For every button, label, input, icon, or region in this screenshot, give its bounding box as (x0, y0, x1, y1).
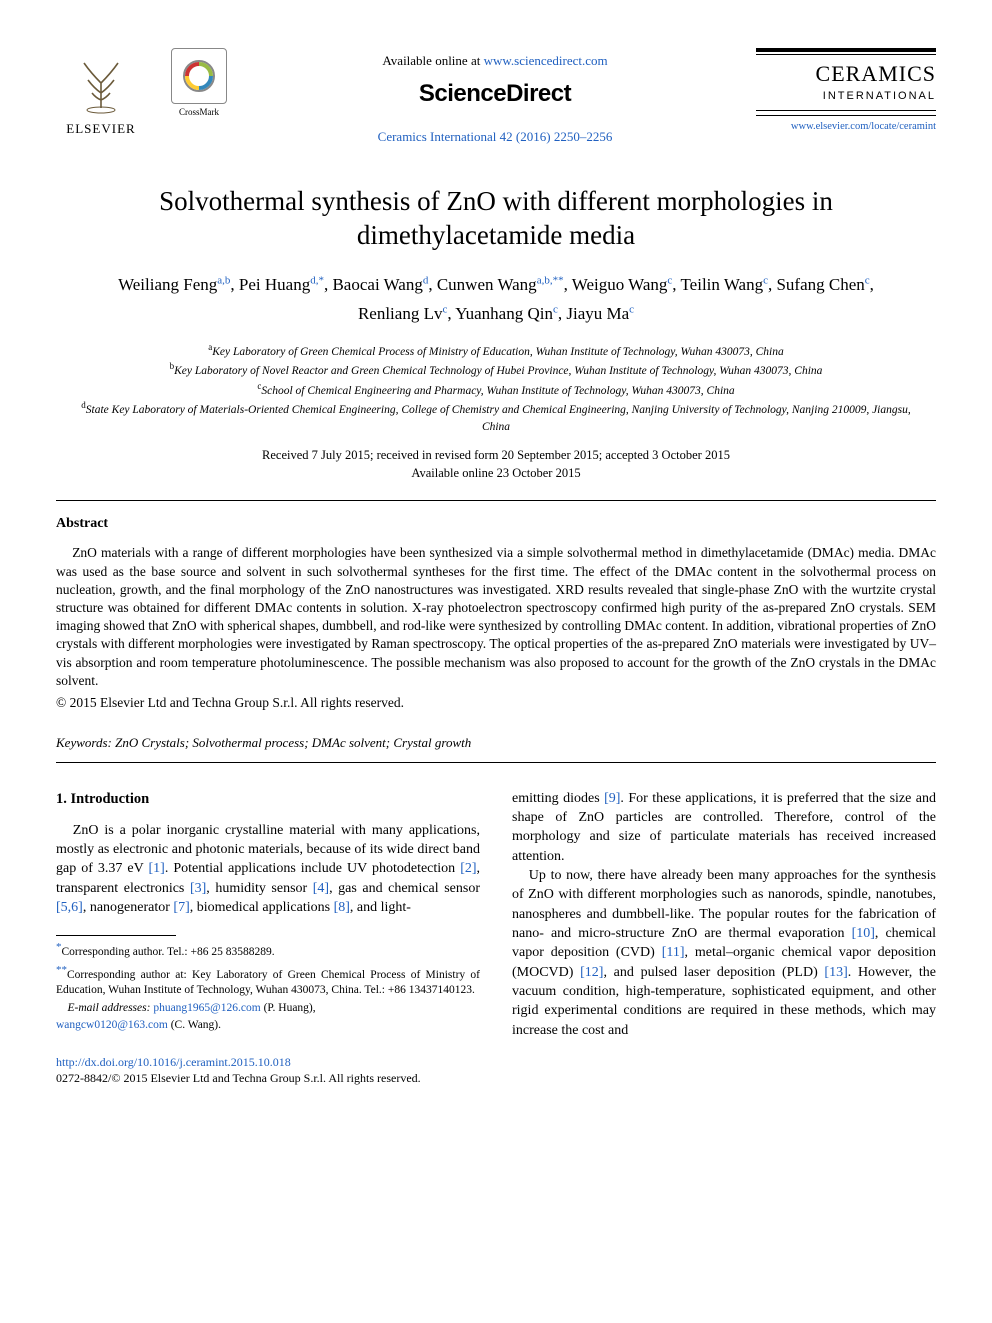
journal-block: CERAMICS INTERNATIONAL www.elsevier.com/… (756, 48, 936, 134)
right-column: emitting diodes [9]. For these applicati… (512, 789, 936, 1087)
intro-para-right-1: emitting diodes [9]. For these applicati… (512, 789, 936, 866)
rule-below-keywords (56, 762, 936, 763)
available-prefix: Available online at (382, 53, 483, 68)
journal-subtitle: INTERNATIONAL (756, 89, 936, 104)
article-title: Solvothermal synthesis of ZnO with diffe… (136, 185, 856, 253)
keywords-text: ZnO Crystals; Solvothermal process; DMAc… (112, 735, 471, 750)
sciencedirect-logo: ScienceDirect (258, 78, 732, 110)
ref-link[interactable]: [1] (149, 861, 165, 876)
ref-link[interactable]: [12] (580, 965, 603, 980)
intro-para-right-2: Up to now, there have already been many … (512, 866, 936, 1040)
body-columns: 1. Introduction ZnO is a polar inorganic… (56, 789, 936, 1087)
corr2-text: Corresponding author at: Key Laboratory … (56, 969, 480, 997)
ref-link[interactable]: [8] (334, 900, 350, 915)
elsevier-logo-block: ELSEVIER (56, 48, 146, 138)
journal-name: CERAMICS (756, 59, 936, 89)
email-line-1: E-mail addresses: phuang1965@126.com (P.… (56, 1001, 480, 1017)
corresponding-author-2: **Corresponding author at: Key Laborator… (56, 963, 480, 999)
email-2-who: (C. Wang). (168, 1019, 221, 1031)
corr1-text: Corresponding author. Tel.: +86 25 83588… (62, 946, 275, 958)
intro-para-left: ZnO is a polar inorganic crystalline mat… (56, 821, 480, 918)
keywords-line: Keywords: ZnO Crystals; Solvothermal pro… (56, 734, 936, 752)
crossmark-block[interactable]: CrossMark (164, 48, 234, 118)
article-dates: Received 7 July 2015; received in revise… (56, 447, 936, 482)
elsevier-label: ELSEVIER (66, 120, 135, 138)
doi-block: http://dx.doi.org/10.1016/j.ceramint.201… (56, 1054, 480, 1087)
header-center: Available online at www.sciencedirect.co… (258, 48, 732, 145)
crossmark-icon[interactable] (171, 48, 227, 104)
email-2-link[interactable]: wangcw0120@163.com (56, 1019, 168, 1031)
ref-link[interactable]: [9] (604, 791, 620, 806)
corresponding-author-1: *Corresponding author. Tel.: +86 25 8358… (56, 940, 480, 960)
abstract-copyright: © 2015 Elsevier Ltd and Techna Group S.r… (56, 694, 936, 712)
ref-link[interactable]: [4] (313, 881, 329, 896)
ref-link[interactable]: [3] (190, 881, 206, 896)
ref-link[interactable]: [2] (460, 861, 476, 876)
ref-link[interactable]: [7] (173, 900, 189, 915)
ref-link[interactable]: [5,6] (56, 900, 83, 915)
abstract-body: ZnO materials with a range of different … (56, 544, 936, 712)
abstract-text: ZnO materials with a range of different … (56, 544, 936, 690)
email-1-who: (P. Huang), (261, 1002, 316, 1014)
rule-above-abstract (56, 500, 936, 501)
footnote-rule (56, 935, 176, 936)
keywords-label: Keywords: (56, 735, 112, 750)
ref-link[interactable]: [13] (824, 965, 847, 980)
bottom-copyright: 0272-8842/© 2015 Elsevier Ltd and Techna… (56, 1070, 480, 1087)
email-label: E-mail addresses: (68, 1002, 154, 1014)
header-band: ELSEVIER CrossMark Available online at w… (56, 48, 936, 145)
email-line-2: wangcw0120@163.com (C. Wang). (56, 1018, 480, 1034)
sciencedirect-url[interactable]: www.sciencedirect.com (484, 53, 608, 68)
dates-line-1: Received 7 July 2015; received in revise… (56, 447, 936, 465)
elsevier-tree-icon (66, 48, 136, 118)
left-column: 1. Introduction ZnO is a polar inorganic… (56, 789, 480, 1087)
email-1-link[interactable]: phuang1965@126.com (153, 1002, 260, 1014)
footnotes-block: *Corresponding author. Tel.: +86 25 8358… (56, 940, 480, 1033)
available-online-line: Available online at www.sciencedirect.co… (258, 52, 732, 70)
section-1-heading: 1. Introduction (56, 789, 480, 809)
crossmark-label: CrossMark (179, 106, 219, 118)
authors-line: Weiliang Fenga,b, Pei Huangd,*, Baocai W… (96, 271, 896, 329)
ref-link[interactable]: [11] (662, 945, 685, 960)
citation-line: Ceramics International 42 (2016) 2250–22… (258, 128, 732, 146)
journal-homepage-link[interactable]: www.elsevier.com/locate/ceramint (791, 121, 936, 132)
dates-line-2: Available online 23 October 2015 (56, 465, 936, 483)
affiliations-block: aKey Laboratory of Green Chemical Proces… (76, 341, 916, 436)
abstract-heading: Abstract (56, 515, 936, 534)
citation-link[interactable]: Ceramics International 42 (2016) 2250–22… (378, 129, 613, 144)
ref-link[interactable]: [10] (852, 926, 875, 941)
doi-link[interactable]: http://dx.doi.org/10.1016/j.ceramint.201… (56, 1055, 291, 1069)
